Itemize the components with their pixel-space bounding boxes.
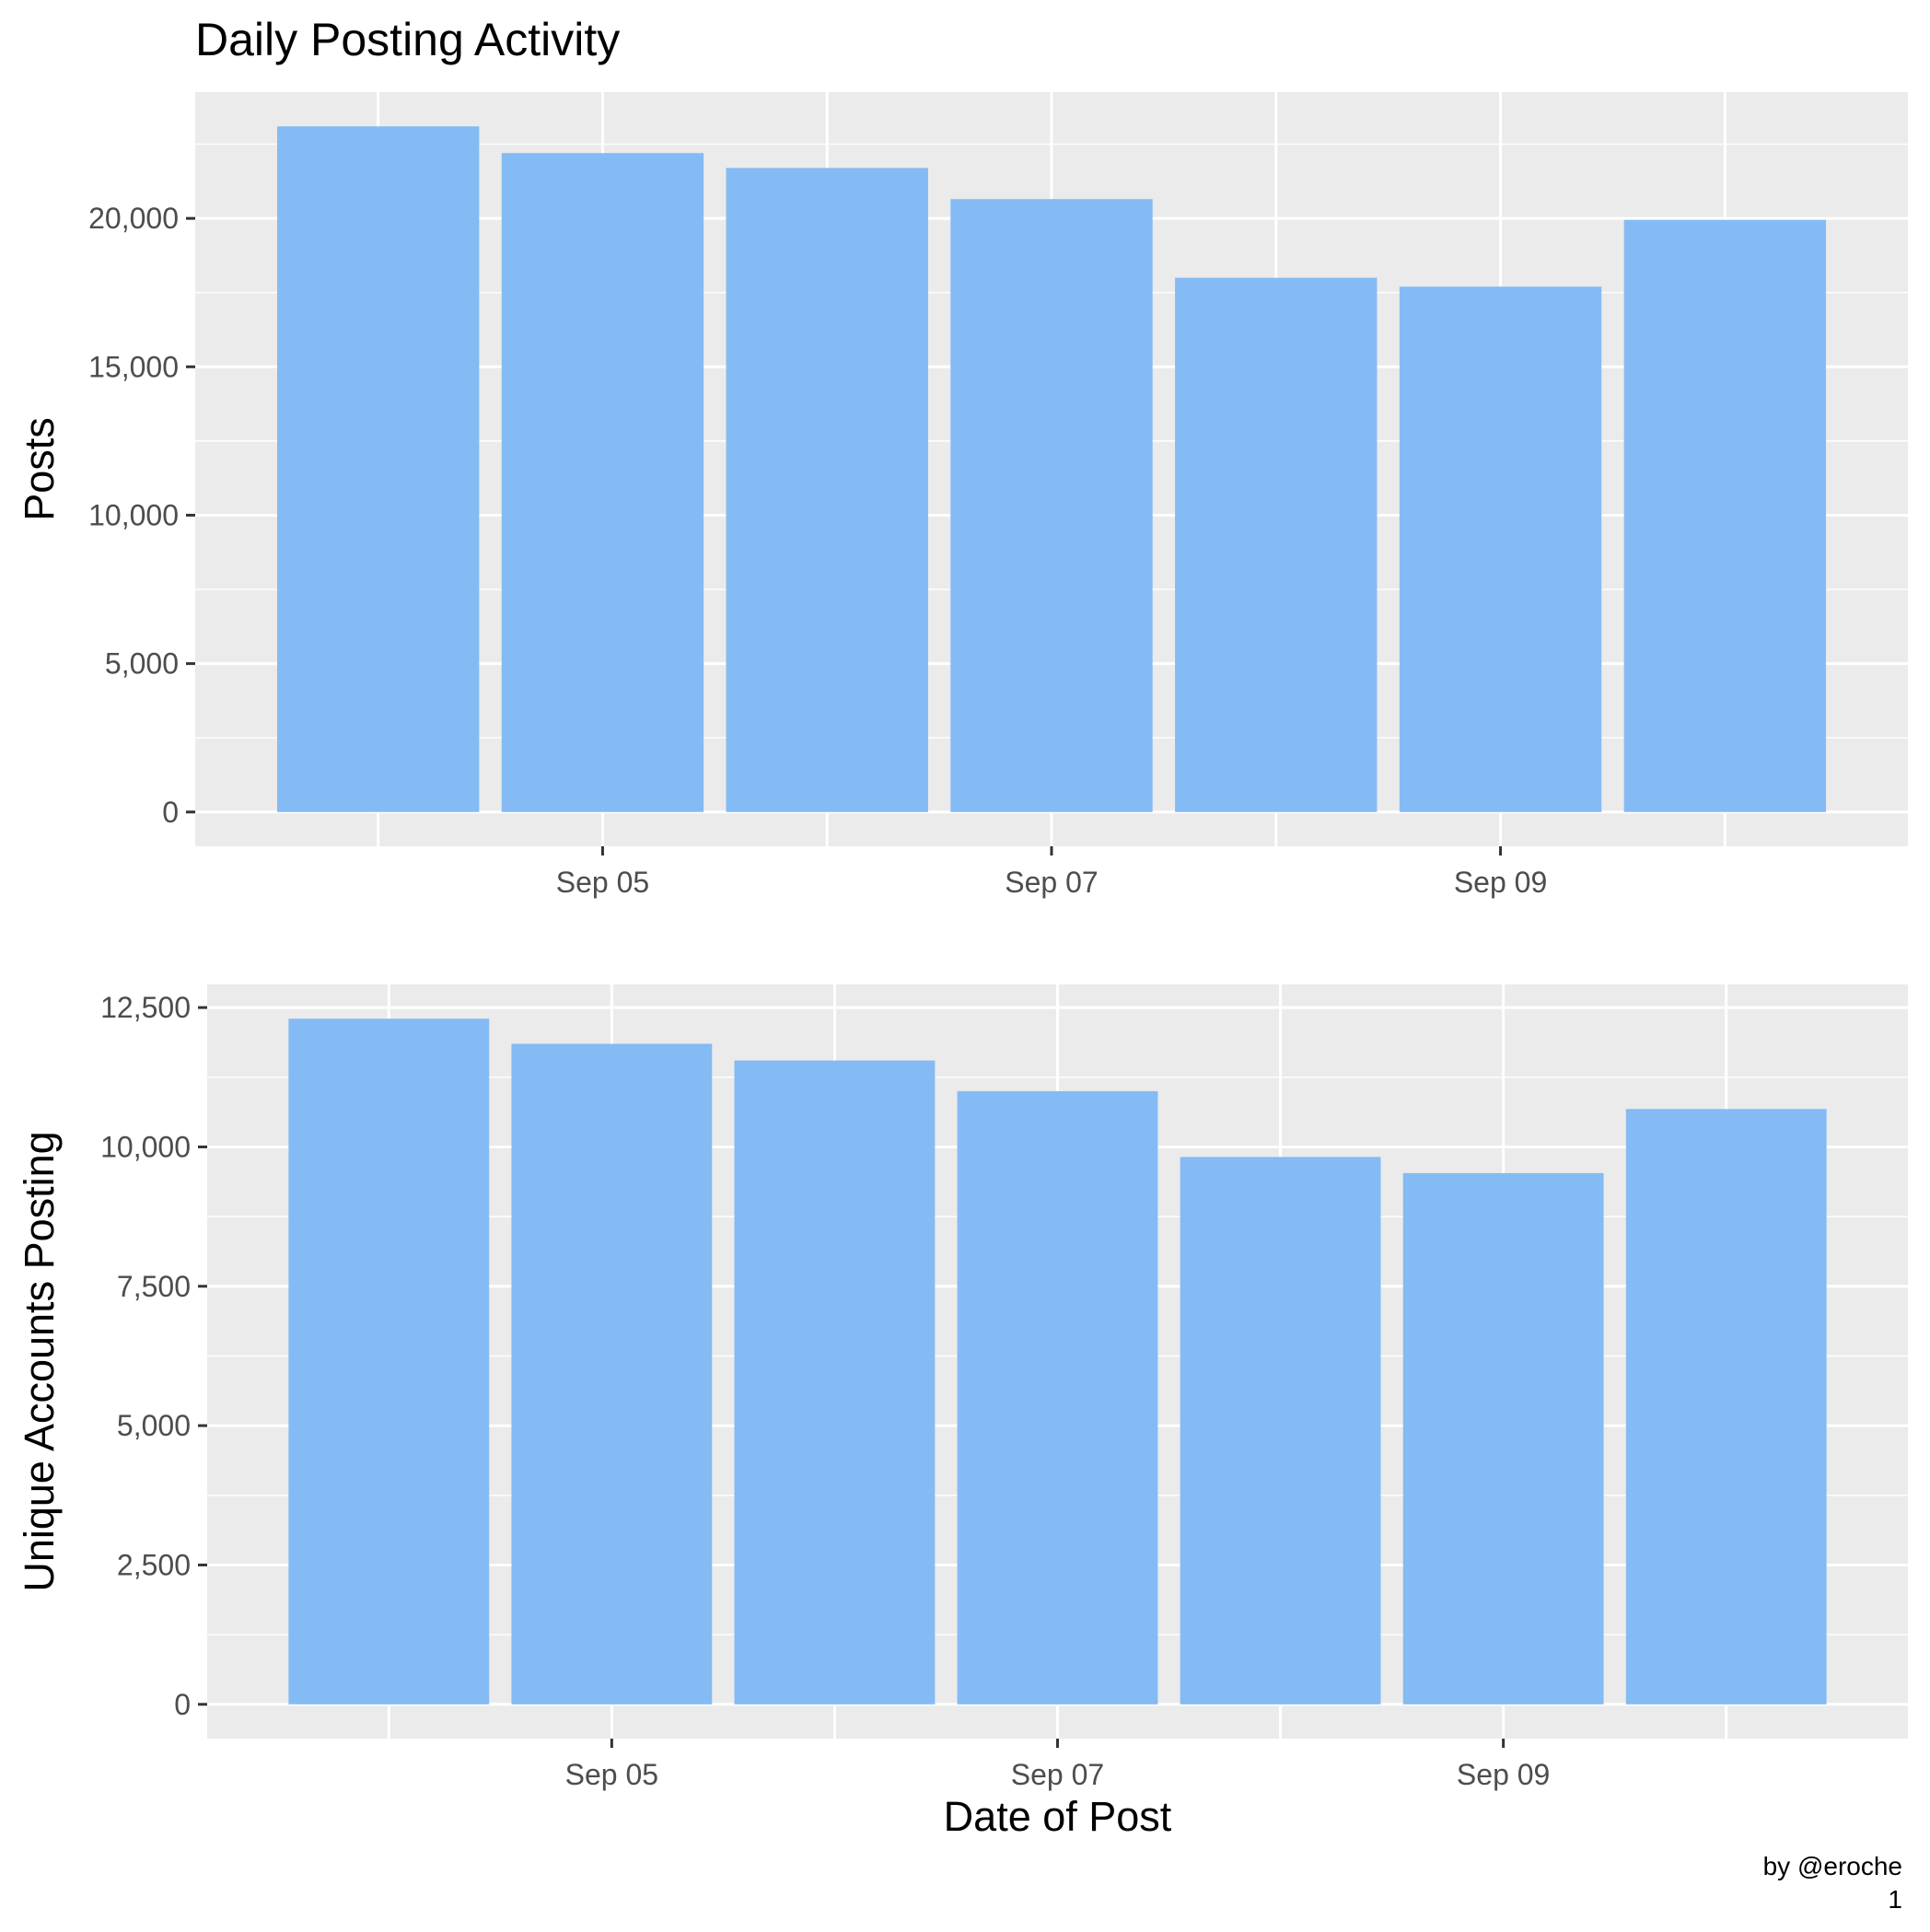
bar (1399, 286, 1602, 812)
bar (501, 153, 704, 812)
x-tick-label: Sep 09 (1454, 866, 1547, 899)
y-tick-label: 12,500 (100, 991, 191, 1024)
bar (1402, 1172, 1604, 1705)
y-tick-label: 10,000 (100, 1130, 191, 1163)
bar (726, 168, 928, 812)
y-tick-label: 7,500 (117, 1270, 191, 1303)
x-axis-title: Date of Post (944, 1793, 1172, 1840)
y-tick-label: 5,000 (117, 1409, 191, 1442)
y-tick-label: 0 (174, 1688, 191, 1721)
chart-title: Daily Posting Activity (195, 14, 620, 65)
x-tick-label: Sep 07 (1011, 1758, 1104, 1791)
y-tick-label: 10,000 (88, 498, 179, 531)
bar (950, 199, 1153, 812)
panel-2: 0 2,500 5,000 7,500 10,000 12,500 Sep 05 Sep 07… (16, 984, 1908, 1840)
y-axis-title: Unique Accounts Posting (16, 1131, 63, 1591)
bar (276, 126, 480, 812)
bar (1623, 219, 1827, 812)
panel-1: 0 5,000 10,000 15,000 20,000 Sep 05 Sep 07 Sep … (16, 92, 1908, 899)
bar (957, 1090, 1158, 1705)
y-axis-title: Posts (16, 417, 63, 521)
y-tick-label: 5,000 (105, 647, 179, 681)
y-tick-label: 20,000 (88, 202, 179, 235)
bar (734, 1060, 936, 1705)
y-tick-label: 15,000 (88, 350, 179, 383)
x-tick-label: Sep 09 (1457, 1758, 1550, 1791)
bar (288, 1018, 490, 1705)
caption-line-2: 1 (1888, 1885, 1902, 1914)
chart-panels: 0 5,000 10,000 15,000 20,000 Sep 05 Sep 07 Sep … (16, 92, 1908, 1840)
bar (511, 1043, 713, 1705)
bar (1625, 1109, 1827, 1705)
y-tick-label: 2,500 (117, 1548, 191, 1581)
bar (1180, 1157, 1381, 1705)
x-tick-label: Sep 07 (1005, 866, 1098, 899)
y-tick-label: 0 (162, 796, 179, 829)
caption-line-1: by @eroche (1763, 1852, 1902, 1880)
bar (1175, 277, 1378, 812)
x-tick-label: Sep 05 (556, 866, 649, 899)
x-tick-label: Sep 05 (565, 1758, 658, 1791)
